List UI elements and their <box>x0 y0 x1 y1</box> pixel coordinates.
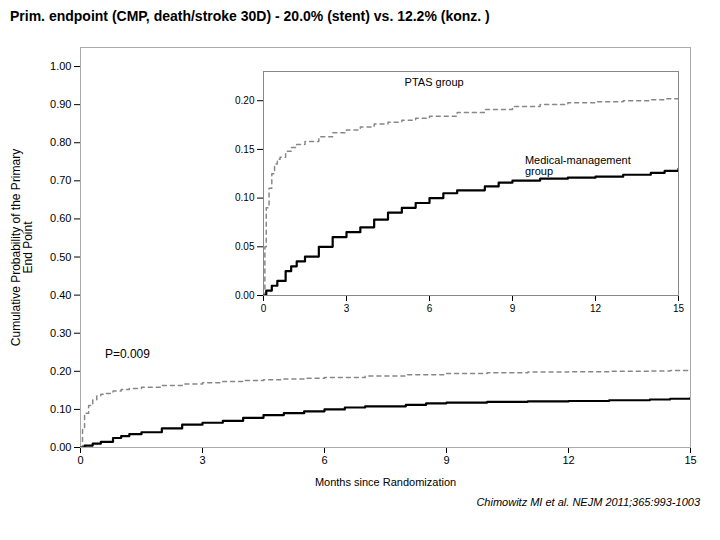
svg-text:0.20: 0.20 <box>235 95 255 106</box>
html-text:Chimowitz MI et al. NEJM 2011;: Chimowitz MI et al. NEJM 2011;365:993-10… <box>476 496 700 508</box>
svg-text:9: 9 <box>510 303 516 314</box>
svg-text:P=0.009: P=0.009 <box>105 347 150 361</box>
svg-text:0.40: 0.40 <box>50 289 71 301</box>
svg-text:0: 0 <box>261 303 267 314</box>
svg-text:0.90: 0.90 <box>50 98 71 110</box>
svg-text:0.05: 0.05 <box>235 241 255 252</box>
svg-text:12: 12 <box>590 303 602 314</box>
svg-text:9: 9 <box>443 454 449 466</box>
html-text:Prim. endpoint (CMP, death/str: Prim. endpoint (CMP, death/stroke 30D) -… <box>10 8 490 24</box>
svg-text:0.30: 0.30 <box>50 327 71 339</box>
svg-text:0.50: 0.50 <box>50 251 71 263</box>
svg-text:3: 3 <box>344 303 350 314</box>
svg-text:PTAS group: PTAS group <box>405 76 464 88</box>
svg-text:Cumulative Probability of the: Cumulative Probability of the PrimaryEnd… <box>9 149 35 346</box>
svg-text:6: 6 <box>427 303 433 314</box>
svg-text:0: 0 <box>77 454 83 466</box>
svg-text:Medical-managementgroup: Medical-managementgroup <box>525 154 631 177</box>
svg-text:15: 15 <box>673 303 685 314</box>
svg-text:1.00: 1.00 <box>50 60 71 72</box>
svg-text:0.10: 0.10 <box>50 403 71 415</box>
svg-text:15: 15 <box>684 454 696 466</box>
svg-text:0.20: 0.20 <box>50 365 71 377</box>
svg-text:6: 6 <box>321 454 327 466</box>
svg-text:0.10: 0.10 <box>235 192 255 203</box>
svg-text:Months since Randomization: Months since Randomization <box>315 476 456 488</box>
svg-text:0.80: 0.80 <box>50 136 71 148</box>
svg-text:0.60: 0.60 <box>50 212 71 224</box>
svg-text:0.00: 0.00 <box>50 441 71 453</box>
svg-text:0.70: 0.70 <box>50 174 71 186</box>
svg-text:3: 3 <box>199 454 205 466</box>
svg-text:0.00: 0.00 <box>235 290 255 301</box>
svg-text:0.15: 0.15 <box>235 144 255 155</box>
svg-text:12: 12 <box>562 454 574 466</box>
